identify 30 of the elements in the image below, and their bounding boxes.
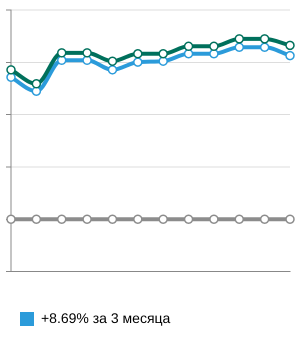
point [82,48,92,58]
point [108,65,118,75]
point [158,214,168,224]
point [285,50,295,60]
point [82,214,92,224]
point [133,49,143,59]
point [56,48,66,58]
point [184,42,194,52]
point [6,214,16,224]
point [260,42,270,52]
legend-label: +8.69% за 3 месяца [41,310,171,326]
point [108,214,118,224]
point [6,65,16,75]
point [285,214,295,224]
point [260,34,270,44]
point [158,49,168,59]
point [209,214,219,224]
point [234,214,244,224]
point [108,56,118,66]
point [184,214,194,224]
point [133,57,143,67]
point [260,214,270,224]
point [234,34,244,44]
point [133,214,143,224]
point [32,214,42,224]
point [285,40,295,50]
point [56,214,66,224]
point [209,42,219,52]
point [32,79,42,89]
point [234,42,244,52]
